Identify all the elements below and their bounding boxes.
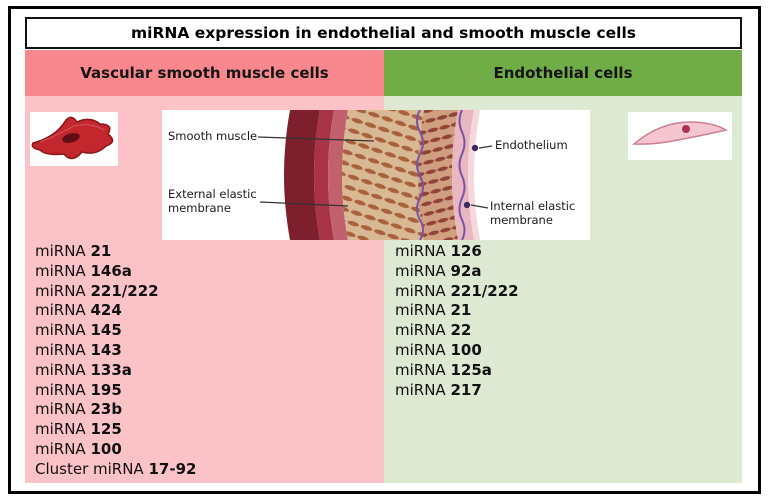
smooth-muscle-cell-icon-box	[30, 112, 118, 166]
mirna-number: 22	[450, 321, 472, 340]
mirna-number: 146a	[90, 261, 132, 280]
mirna-list-item: Cluster miRNA 17-92	[35, 460, 196, 480]
mirna-name: miRNA	[35, 242, 86, 260]
mirna-list-item: miRNA 195	[35, 381, 196, 401]
mirna-list-item: miRNA 424	[35, 301, 196, 321]
mirna-list-item: miRNA 21	[395, 301, 519, 321]
artery-wall-illustration	[257, 110, 493, 240]
mirna-list-item: miRNA 125a	[395, 361, 519, 381]
mirna-name: Cluster miRNA	[35, 459, 144, 478]
mirna-name: miRNA	[35, 360, 86, 379]
mirna-list-item: miRNA 21	[35, 242, 196, 262]
mirna-number: 125	[90, 420, 122, 439]
endothelium-pointer-dot	[471, 144, 479, 152]
mirna-list-item: miRNA 145	[35, 321, 196, 341]
mirna-list-item: miRNA 126	[395, 242, 519, 262]
mirna-number: 145	[90, 321, 122, 340]
mirna-list-item: miRNA 92a	[395, 262, 519, 282]
mirna-list-item: miRNA 221/222	[395, 282, 519, 302]
mirna-number: 21	[90, 242, 112, 260]
mirna-list-item: miRNA 100	[395, 341, 519, 361]
mirna-number: 21	[450, 301, 472, 320]
mirna-number: 92a	[450, 261, 482, 280]
internal-elastic-pointer-dot	[463, 201, 471, 209]
mirna-name: miRNA	[35, 439, 86, 458]
mirna-list-item: miRNA 22	[395, 321, 519, 341]
mirna-number: 217	[450, 380, 482, 399]
mirna-name: miRNA	[35, 400, 86, 419]
mirna-number: 126	[450, 242, 482, 260]
mirna-list-item: miRNA 133a	[35, 361, 196, 381]
mirna-number: 17-92	[148, 459, 197, 478]
mirna-list-item: miRNA 221/222	[35, 282, 196, 302]
column-headers: Vascular smooth muscle cells Endothelial…	[25, 50, 742, 96]
figure-body: miRNA 21 miRNA 146a miRNA 221/222 miRNA …	[25, 96, 742, 483]
artery-wall-illustration-box: Smooth muscle External elastic membrane …	[162, 110, 590, 240]
header-endothelial-cells: Endothelial cells	[384, 50, 742, 96]
mirna-name: miRNA	[395, 261, 446, 280]
mirna-number: 424	[90, 301, 122, 320]
mirna-name: miRNA	[395, 301, 446, 320]
mirna-number: 100	[90, 439, 122, 458]
mirna-name: miRNA	[395, 360, 446, 379]
mirna-name: miRNA	[35, 380, 86, 399]
mirna-name: miRNA	[395, 340, 446, 359]
endothelial-cell-icon	[632, 121, 729, 145]
mirna-name: miRNA	[395, 321, 446, 340]
endothelial-mirna-list: miRNA 126 miRNA 92a miRNA 221/222 miRNA …	[395, 242, 519, 400]
mirna-name: miRNA	[35, 340, 86, 359]
mirna-number: 133a	[90, 360, 132, 379]
label-smooth-muscle: Smooth muscle	[168, 129, 258, 143]
mirna-list-item: miRNA 125	[35, 420, 196, 440]
mirna-number: 195	[90, 380, 122, 399]
figure-title-bar: miRNA expression in endothelial and smoo…	[25, 17, 742, 49]
mirna-number: 100	[450, 340, 482, 359]
mirna-name: miRNA	[35, 301, 86, 320]
label-endothelium: Endothelium	[495, 138, 568, 152]
mirna-name: miRNA	[395, 242, 446, 260]
mirna-list-item: miRNA 217	[395, 381, 519, 401]
label-internal-elastic-membrane: Internal elastic membrane	[490, 199, 576, 227]
mirna-number: 221/222	[450, 281, 519, 300]
figure-frame: miRNA expression in endothelial and smoo…	[8, 6, 761, 494]
mirna-list-item: miRNA 146a	[35, 262, 196, 282]
mirna-name: miRNA	[395, 380, 446, 399]
mirna-name: miRNA	[35, 281, 86, 300]
label-external-elastic-membrane: External elastic membrane	[168, 187, 257, 215]
mirna-number: 143	[90, 340, 122, 359]
mirna-name: miRNA	[35, 420, 86, 439]
mirna-list-item: miRNA 23b	[35, 400, 196, 420]
endothelial-cell-icon-box	[628, 112, 732, 160]
mirna-name: miRNA	[35, 261, 86, 280]
mirna-number: 221/222	[90, 281, 159, 300]
page-title: miRNA expression in endothelial and smoo…	[130, 24, 637, 42]
smooth-muscle-cell-icon	[31, 116, 114, 160]
header-vascular-smooth-muscle: Vascular smooth muscle cells	[25, 50, 384, 96]
mirna-number: 23b	[90, 400, 123, 419]
vsmc-mirna-list: miRNA 21 miRNA 146a miRNA 221/222 miRNA …	[35, 242, 196, 480]
mirna-list-item: miRNA 143	[35, 341, 196, 361]
mirna-name: miRNA	[35, 321, 86, 340]
mirna-name: miRNA	[395, 281, 446, 300]
mirna-list-item: miRNA 100	[35, 440, 196, 460]
mirna-number: 125a	[450, 360, 492, 379]
